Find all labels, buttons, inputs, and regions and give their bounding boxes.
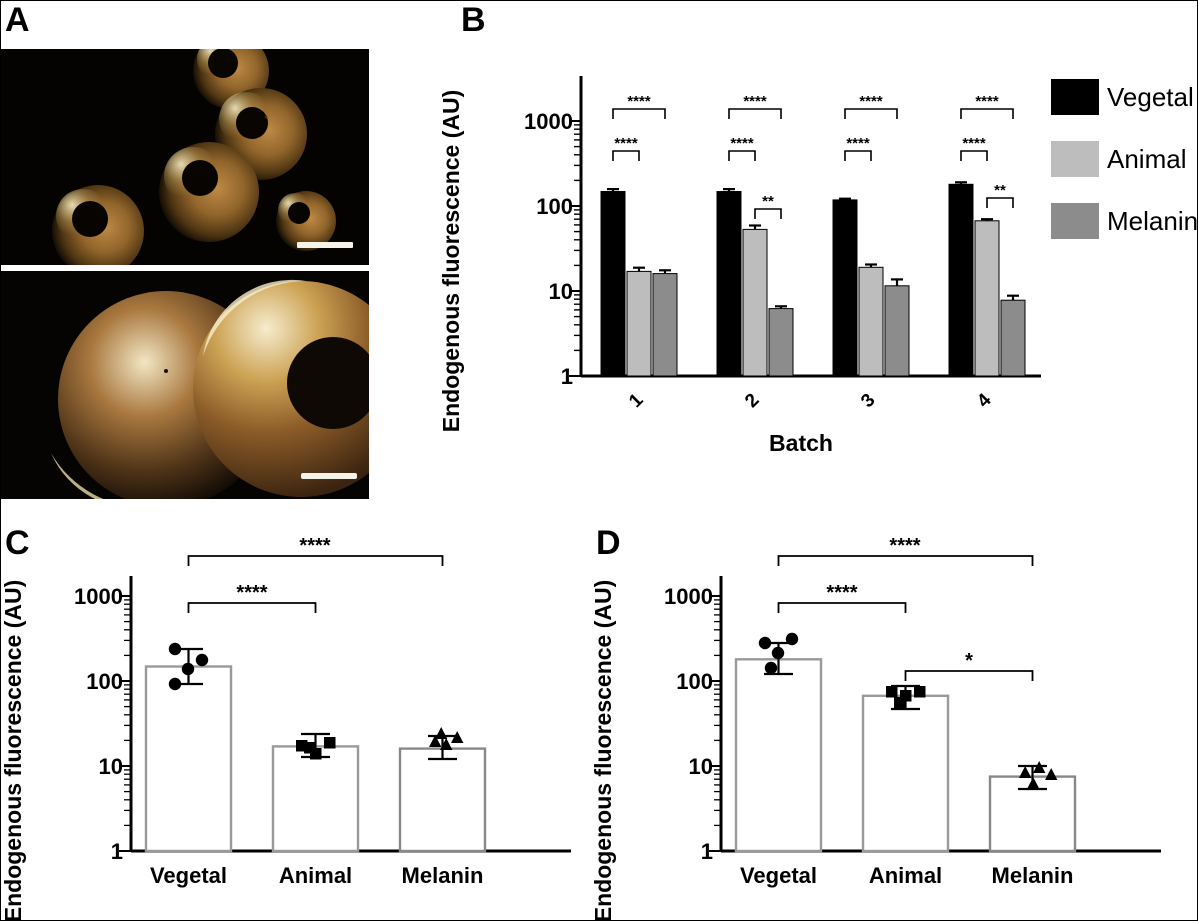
svg-text:****: ****: [743, 93, 767, 110]
svg-text:3: 3: [857, 390, 879, 412]
svg-text:****: ****: [730, 135, 754, 152]
svg-text:****: ****: [859, 93, 883, 110]
svg-text:****: ****: [962, 135, 986, 152]
svg-text:Melanin: Melanin: [402, 863, 484, 888]
svg-text:1000: 1000: [524, 109, 573, 134]
svg-text:Melanin: Melanin: [992, 863, 1074, 888]
svg-text:1: 1: [625, 389, 648, 412]
svg-text:**: **: [994, 182, 1006, 199]
svg-text:****: ****: [236, 582, 267, 604]
svg-text:Animal: Animal: [279, 863, 352, 888]
svg-text:*: *: [965, 650, 973, 672]
svg-text:****: ****: [889, 535, 920, 557]
svg-text:Vegetal: Vegetal: [1107, 82, 1194, 112]
svg-text:Animal: Animal: [1107, 144, 1186, 174]
svg-text:100: 100: [676, 669, 713, 694]
svg-text:****: ****: [975, 93, 999, 110]
svg-text:****: ****: [627, 93, 651, 110]
svg-text:****: ****: [846, 135, 870, 152]
svg-text:Vegetal: Vegetal: [740, 863, 817, 888]
svg-text:Vegetal: Vegetal: [150, 863, 227, 888]
svg-text:1000: 1000: [74, 584, 123, 609]
svg-text:100: 100: [536, 194, 573, 219]
svg-text:2: 2: [741, 390, 763, 412]
svg-text:****: ****: [826, 582, 857, 604]
svg-text:4: 4: [973, 389, 996, 412]
svg-text:****: ****: [299, 535, 330, 557]
svg-text:Animal: Animal: [869, 863, 942, 888]
svg-text:1000: 1000: [664, 584, 713, 609]
svg-text:Endogenous fluorescence (AU): Endogenous fluorescence (AU): [591, 580, 616, 921]
svg-text:Endogenous fluorescence (AU): Endogenous fluorescence (AU): [1, 580, 26, 921]
svg-text:Endogenous fluorescence (AU): Endogenous fluorescence (AU): [441, 90, 464, 432]
svg-text:**: **: [762, 193, 774, 210]
svg-text:100: 100: [86, 669, 123, 694]
svg-text:****: ****: [614, 135, 638, 152]
svg-text:Melanin: Melanin: [1107, 206, 1198, 236]
svg-text:Batch: Batch: [769, 430, 833, 456]
